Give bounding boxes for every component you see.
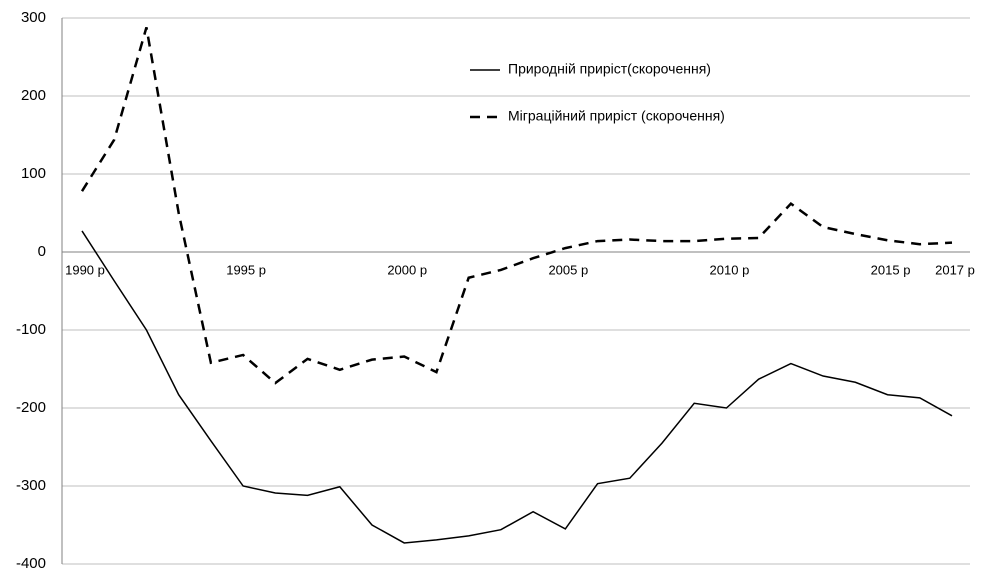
y-tick-label: -300 <box>16 477 46 494</box>
y-tick-label: -200 <box>16 399 46 416</box>
x-tick-label: 1995 р <box>226 262 266 277</box>
y-tick-label: 300 <box>21 9 46 26</box>
x-tick-label: 2017 р <box>935 262 975 277</box>
series-line <box>80 27 953 385</box>
x-tick-label: 1990 р <box>65 262 105 277</box>
y-tick-label: 100 <box>21 165 46 182</box>
y-tick-label: 0 <box>38 243 46 260</box>
x-tick-label: 2000 р <box>387 262 427 277</box>
legend-label: Природній приріст(скорочення) <box>508 61 711 77</box>
y-tick-label: -400 <box>16 555 46 570</box>
x-tick-label: 2010 р <box>710 262 750 277</box>
x-tick-label: 2005 р <box>548 262 588 277</box>
x-tick-label: 2015 р <box>871 262 911 277</box>
series-line <box>81 230 953 544</box>
legend-label: Міграційний приріст (скорочення) <box>508 108 725 124</box>
y-tick-label: -100 <box>16 321 46 338</box>
y-tick-label: 200 <box>21 87 46 104</box>
